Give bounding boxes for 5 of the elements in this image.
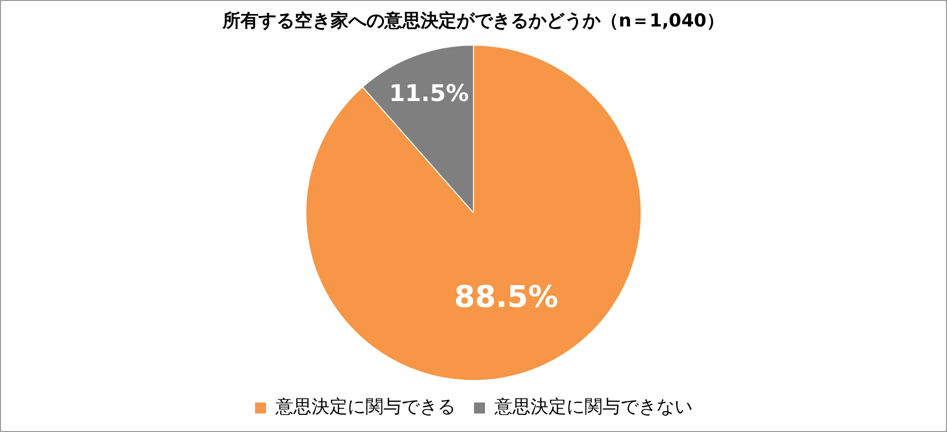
chart-title: 所有する空き家への意思決定ができるかどうか（n＝1,040） [222, 10, 724, 32]
legend-label: 意思決定に関与できない [494, 396, 692, 418]
legend-label: 意思決定に関与できる [274, 396, 456, 418]
data-label: 88.5% [454, 280, 558, 315]
data-label: 11.5% [389, 81, 469, 108]
